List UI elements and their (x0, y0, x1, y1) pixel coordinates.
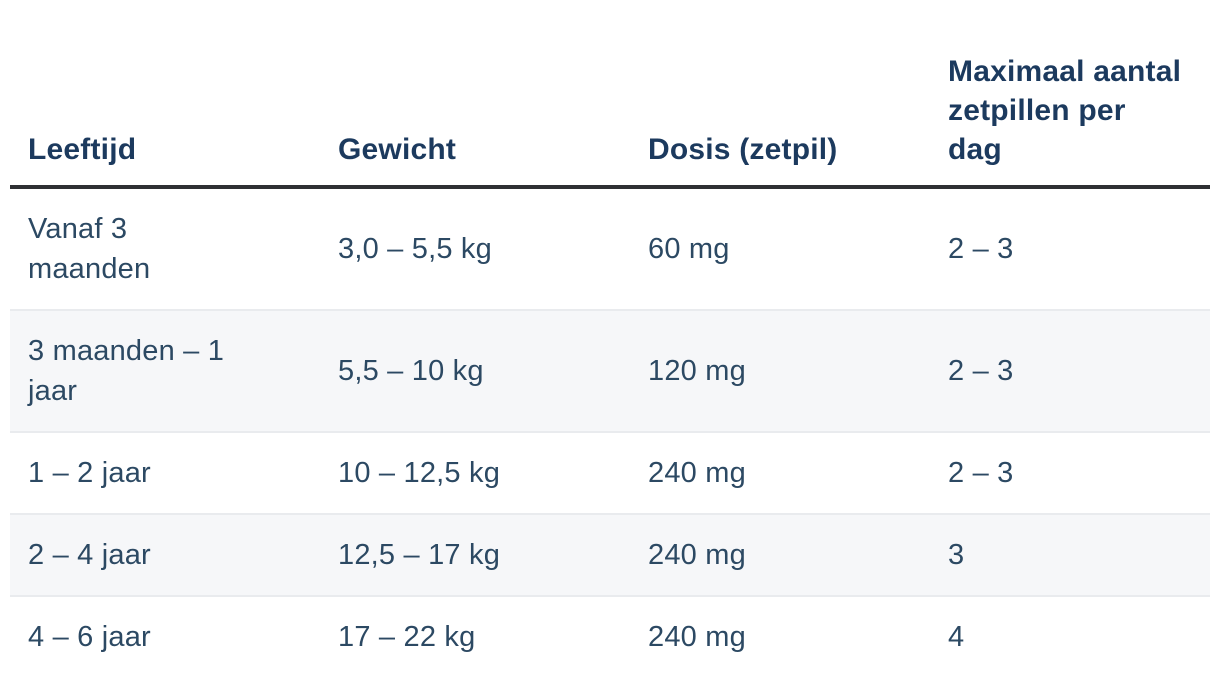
cell-dosis: 240 mg (648, 621, 746, 653)
column-header-max-zetpillen: Maximaal aantal zetpillen per dag (930, 0, 1210, 189)
column-header-dosis: Dosis (zetpil) (630, 0, 930, 189)
table-row: Vanaf 3 maanden 3,0 – 5,5 kg 60 mg 2 – 3 (10, 187, 1210, 310)
cell-gewicht: 3,0 – 5,5 kg (338, 233, 492, 265)
column-header-leeftijd: Leeftijd (10, 0, 320, 189)
cell-max-zetpillen: 2 – 3 (948, 355, 1014, 387)
dosing-table: Leeftijd Gewicht Dosis (zetpil) Maximaal… (10, 0, 1210, 676)
cell-max-zetpillen: 4 (948, 621, 965, 653)
cell-leeftijd: 3 maanden – 1 jaar (28, 335, 225, 407)
cell-gewicht: 17 – 22 kg (338, 621, 476, 653)
cell-dosis: 240 mg (648, 457, 746, 489)
table-header-row: Leeftijd Gewicht Dosis (zetpil) Maximaal… (10, 0, 1210, 189)
cell-dosis: 120 mg (648, 355, 746, 387)
table-row: 1 – 2 jaar 10 – 12,5 kg 240 mg 2 – 3 (10, 432, 1210, 514)
cell-leeftijd: 4 – 6 jaar (28, 621, 151, 653)
cell-leeftijd: 2 – 4 jaar (28, 539, 151, 571)
column-header-gewicht: Gewicht (320, 0, 630, 189)
cell-gewicht: 10 – 12,5 kg (338, 457, 501, 489)
cell-max-zetpillen: 2 – 3 (948, 233, 1014, 265)
cell-leeftijd: Vanaf 3 maanden (28, 213, 151, 285)
table-row: 4 – 6 jaar 17 – 22 kg 240 mg 4 (10, 596, 1210, 676)
cell-leeftijd: 1 – 2 jaar (28, 457, 151, 489)
cell-dosis: 240 mg (648, 539, 746, 571)
cell-max-zetpillen: 2 – 3 (948, 457, 1014, 489)
cell-dosis: 60 mg (648, 233, 730, 265)
cell-max-zetpillen: 3 (948, 539, 965, 571)
cell-gewicht: 12,5 – 17 kg (338, 539, 501, 571)
table-row: 3 maanden – 1 jaar 5,5 – 10 kg 120 mg 2 … (10, 310, 1210, 432)
table-row: 2 – 4 jaar 12,5 – 17 kg 240 mg 3 (10, 514, 1210, 596)
cell-gewicht: 5,5 – 10 kg (338, 355, 484, 387)
